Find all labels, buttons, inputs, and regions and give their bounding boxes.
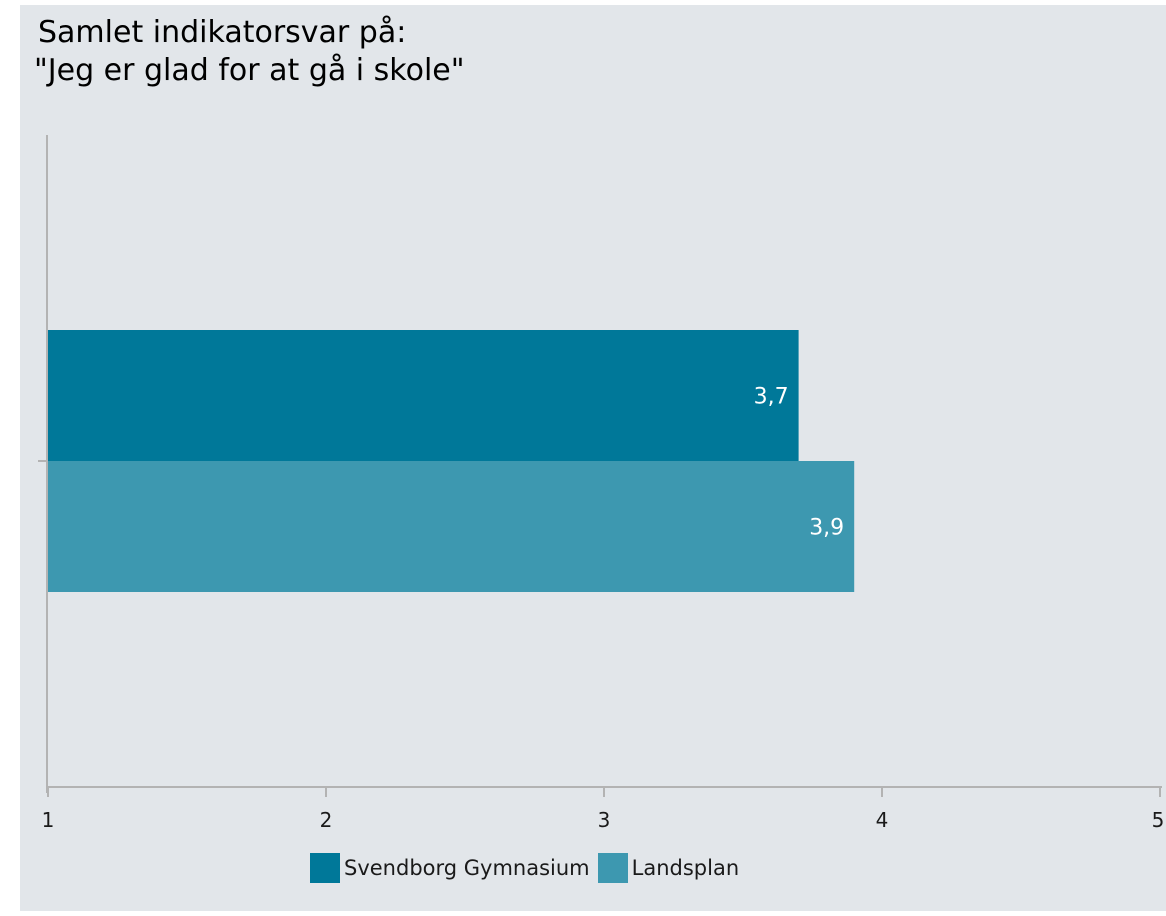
legend-item-svendborg-gymnasium: Svendborg Gymnasium <box>310 853 590 883</box>
x-tick-label: 5 <box>1152 808 1165 832</box>
legend-swatch <box>310 853 340 883</box>
data-label: 3,7 <box>754 385 789 410</box>
legend-label: Svendborg Gymnasium <box>344 856 590 880</box>
x-tick-label: 1 <box>42 808 55 832</box>
chart-title-line-2: "Jeg er glad for at gå i skole" <box>34 53 465 88</box>
x-tick-label: 4 <box>876 808 889 832</box>
legend-swatch <box>597 853 628 883</box>
chart-title: Samlet indikatorsvar på: "Jeg er glad fo… <box>34 14 465 90</box>
data-labels: 3,7 3,9 <box>754 385 845 541</box>
bar-svendborg-gymnasium <box>48 330 799 461</box>
x-tick-label: 2 <box>320 808 333 832</box>
data-label: 3,9 <box>809 516 844 541</box>
x-axis-ticks: 1 2 3 4 5 <box>42 787 1165 832</box>
legend-item-landsplan: Landsplan <box>597 853 740 883</box>
x-tick-label: 3 <box>598 808 611 832</box>
bars <box>48 330 855 592</box>
bar-landsplan <box>48 461 855 592</box>
legend: Svendborg Gymnasium Landsplan <box>310 852 747 884</box>
chart-title-line-1: Samlet indikatorsvar på: <box>38 15 407 50</box>
legend-label: Landsplan <box>631 856 740 880</box>
